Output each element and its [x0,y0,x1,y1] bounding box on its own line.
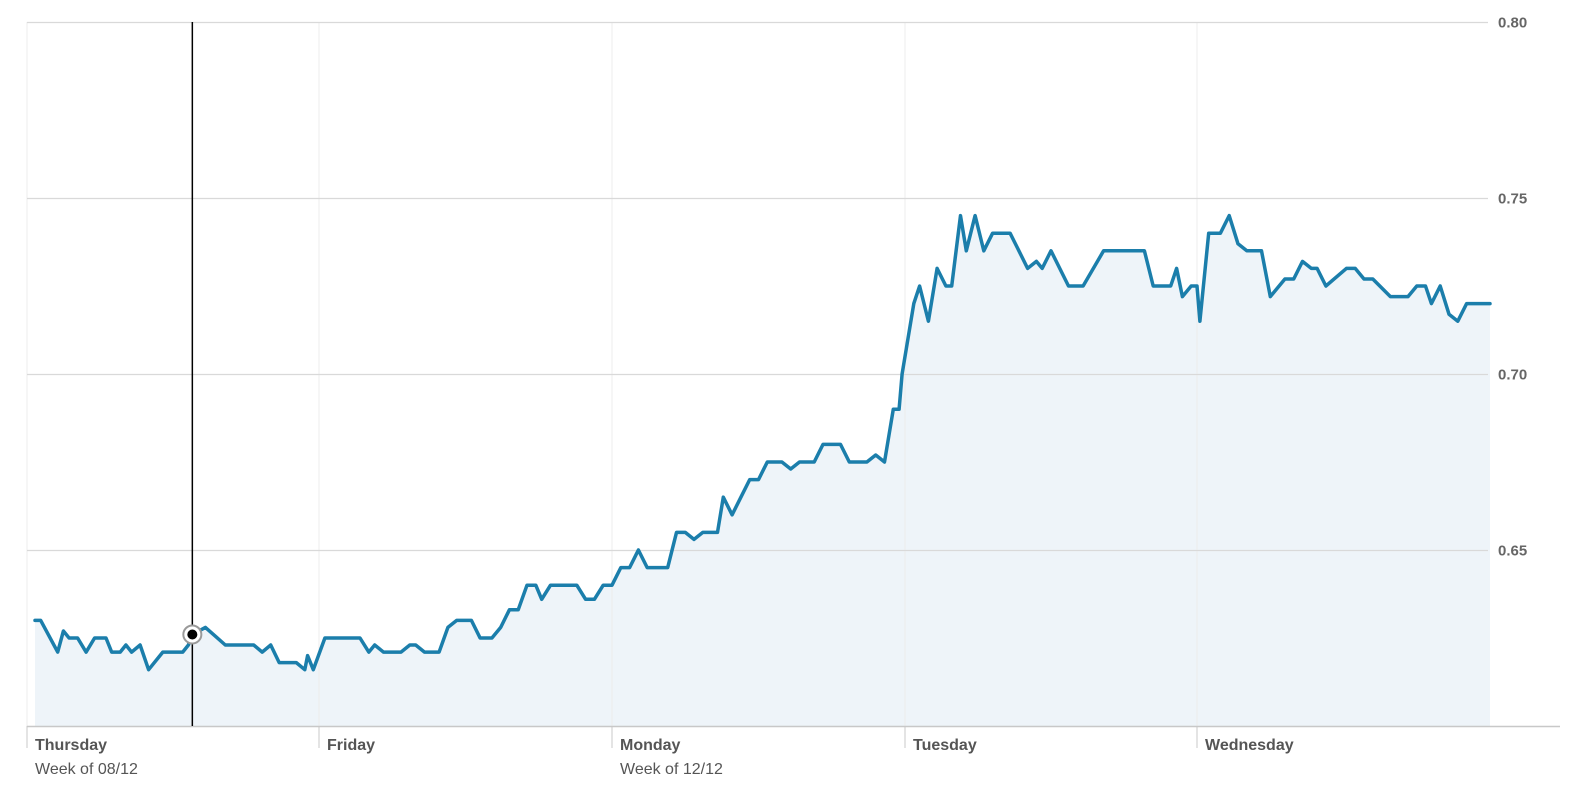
y-tick-label-0-70: 0.70 [1498,367,1527,384]
x-week-label-monday: Week of 12/12 [620,761,723,778]
crosshair-layer[interactable] [182,22,203,726]
x-tick-label-thursday: Thursday [35,737,107,754]
y-tick-label-0-65: 0.65 [1498,543,1527,560]
y-tick-label-0-75: 0.75 [1498,191,1527,208]
area-fill [35,215,1490,726]
series-line-layer [33,213,1492,672]
price-line [33,213,1492,672]
x-tick-label-tuesday: Tuesday [913,737,977,754]
hover-marker-dot[interactable] [187,629,198,640]
x-week-label-thursday: Week of 08/12 [35,761,138,778]
x-tick-label-friday: Friday [327,737,375,754]
x-tick-label-monday: Monday [620,737,681,754]
area-fill-layer [35,215,1490,726]
axes-layer [26,725,1560,748]
x-tick-label-wednesday: Wednesday [1205,737,1294,754]
gridlines-layer [26,21,1488,726]
y-tick-label-0-80: 0.80 [1498,15,1527,32]
axis-labels-layer: 0.65 0.70 0.75 0.80 Thursday Week of 08/12 Fri… [35,15,1527,779]
